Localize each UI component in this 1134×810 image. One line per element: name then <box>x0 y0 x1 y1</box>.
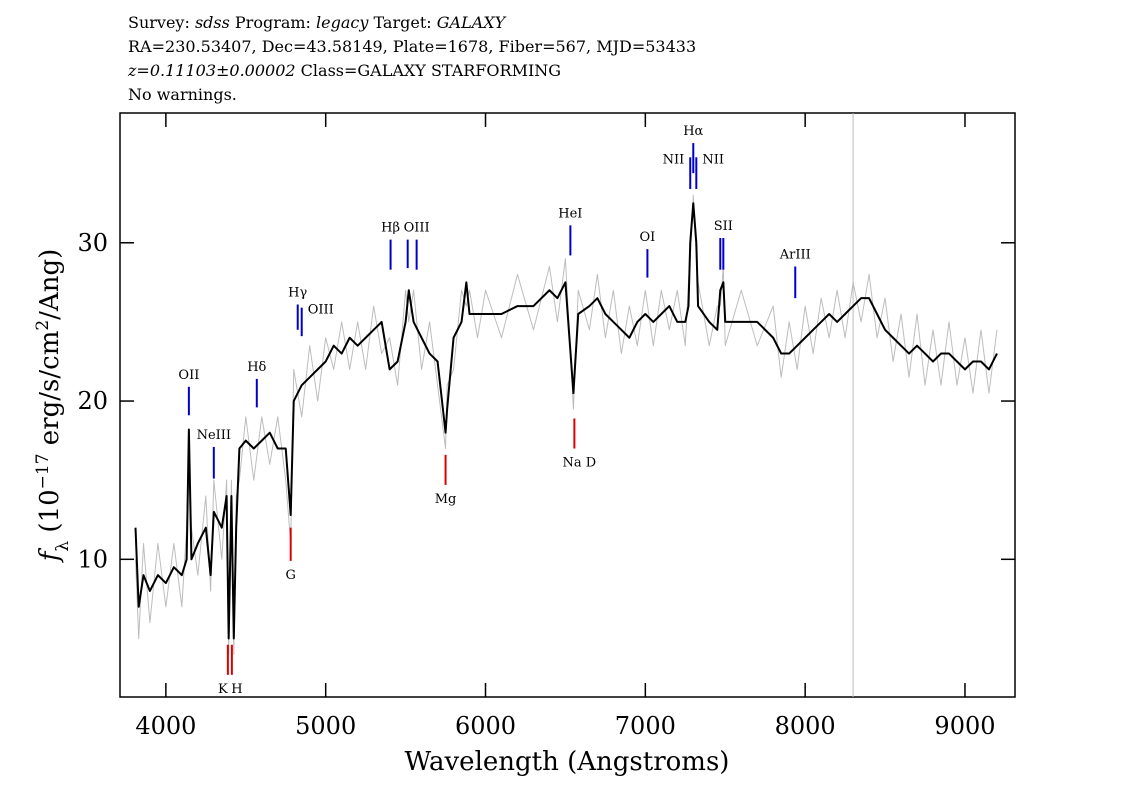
line-label: K <box>218 682 228 697</box>
line-label: Hα <box>683 124 703 139</box>
plot-frame <box>119 112 1016 698</box>
spectrum-line <box>134 202 998 640</box>
spectrum-line <box>135 194 998 655</box>
header-text: RA=230.53407, Dec=43.58149, Plate=1678, … <box>128 37 696 56</box>
line-label: NII <box>663 152 685 167</box>
line-label: G <box>285 568 295 583</box>
x-tick-label: 8000 <box>775 712 836 740</box>
x-tick-label: 9000 <box>934 712 995 740</box>
line-label: HeI <box>558 206 582 221</box>
y-label-part: /Ang) <box>35 249 65 320</box>
line-label: ArIII <box>779 248 811 263</box>
header-text: Class=GALAXY STARFORMING <box>296 61 561 80</box>
line-label: Hδ <box>247 360 266 375</box>
x-tick-label: 6000 <box>455 712 516 740</box>
line-label: OII <box>178 368 199 383</box>
header-text: legacy <box>316 13 369 32</box>
x-tick-label: 4000 <box>135 712 196 740</box>
header-text: sdss <box>195 13 230 32</box>
y-label-part: erg/s/cm <box>35 331 65 454</box>
header-line: Survey: sdss Program: legacy Target: GAL… <box>128 13 507 32</box>
header-text: Survey: <box>128 13 195 32</box>
line-label: OIII <box>404 221 430 236</box>
line-label: SII <box>714 219 733 234</box>
line-label: Na D <box>563 456 597 471</box>
header-text: No warnings. <box>128 85 237 104</box>
line-label: Hβ <box>381 221 400 236</box>
y-label-part: −17 <box>33 453 53 489</box>
line-label: H <box>231 682 242 697</box>
line-label: Hγ <box>288 286 307 301</box>
header-line: RA=230.53407, Dec=43.58149, Plate=1678, … <box>128 37 696 56</box>
header-text: GALAXY <box>437 13 507 32</box>
y-tick-label: 20 <box>77 387 108 415</box>
line-label: Mg <box>435 492 457 507</box>
y-label-part: λ <box>53 541 73 552</box>
line-label: NeIII <box>197 428 231 443</box>
x-axis-label: Wavelength (Angstroms) <box>405 747 730 777</box>
y-label-part: (10 <box>35 489 65 541</box>
y-axis-label: fλ (10−17 erg/s/cm2/Ang) <box>33 249 73 564</box>
header-line: z=0.11103±0.00002 Class=GALAXY STARFORMI… <box>127 61 561 80</box>
y-tick-label: 30 <box>77 229 108 257</box>
header-text: z=0.11103±0.00002 <box>127 61 296 80</box>
header-text: Target: <box>368 13 436 32</box>
line-label: OIII <box>308 303 334 318</box>
x-tick-label: 5000 <box>295 712 356 740</box>
header-text: Program: <box>230 13 316 32</box>
header-line: No warnings. <box>128 85 237 104</box>
y-tick-label: 10 <box>77 545 108 573</box>
line-label: OI <box>640 230 656 245</box>
x-tick-label: 7000 <box>615 712 676 740</box>
y-label-part: 2 <box>33 320 53 331</box>
line-label: NII <box>702 152 724 167</box>
